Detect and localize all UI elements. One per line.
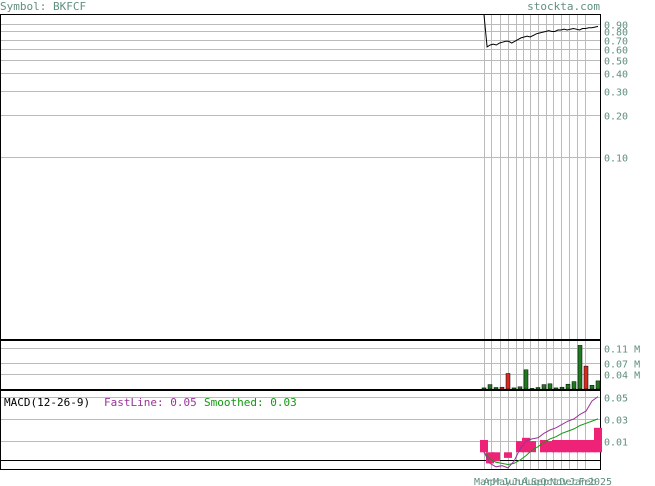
volume-bar xyxy=(571,381,577,390)
price-grid xyxy=(1,24,600,158)
macd-histogram-bar xyxy=(480,440,488,453)
x-axis-label: Jan xyxy=(569,477,587,486)
volume-panel: 0.11 M 0.07 M0.04 M xyxy=(0,340,640,390)
macd-histogram-bar xyxy=(594,427,602,453)
symbol-label: Symbol: BKFCF xyxy=(0,0,87,13)
macd-histogram-bar xyxy=(552,440,560,453)
macd-histogram-bar xyxy=(504,452,512,458)
price-tick-label: 0.30 xyxy=(604,88,628,99)
macd-histogram xyxy=(480,427,602,464)
macd-grid xyxy=(1,397,600,442)
volume-vertical-grid xyxy=(484,341,586,389)
volume-bar xyxy=(511,387,517,390)
macd-tick-label: 0.01 xyxy=(604,438,628,449)
macd-histogram-bar xyxy=(492,452,500,462)
macd-histogram-bar xyxy=(540,440,548,453)
volume-bar xyxy=(487,384,493,390)
x-axis-label: Mar xyxy=(474,477,492,486)
macd-axis-ticks: 0.05 0.03 0.01 xyxy=(604,394,628,449)
macd-histogram-bar xyxy=(486,452,494,464)
smoothed-label: Smoothed: 0.03 xyxy=(204,396,297,409)
price-tick-label: 0.60 xyxy=(604,46,628,57)
site-brand[interactable]: stockta.com xyxy=(527,0,600,13)
volume-bar xyxy=(583,365,589,390)
price-vertical-grid xyxy=(484,15,586,339)
x-axis-label: Dec xyxy=(560,477,578,486)
macd-panel: 0.05 0.03 0.01 MACD(12-26-9) FastLine: 0.0… xyxy=(0,390,628,470)
fastline-label: FastLine: 0.05 xyxy=(104,396,197,409)
volume-bar xyxy=(535,387,541,390)
x-axis-label: Apr xyxy=(484,477,502,486)
macd-histogram-bar xyxy=(588,440,596,453)
x-axis-label: 2025 xyxy=(588,477,612,486)
volume-grid xyxy=(1,348,600,375)
macd-histogram-bar xyxy=(576,440,584,453)
volume-tick-label: 0.11 M xyxy=(604,345,640,356)
price-tick-label: 0.70 xyxy=(604,37,628,48)
volume-bar xyxy=(589,385,595,390)
volume-bar xyxy=(505,373,511,390)
x-axis-label: Sep xyxy=(531,477,549,486)
macd-fastline xyxy=(483,396,599,469)
x-axis-label: Oct xyxy=(541,477,559,486)
volume-bar xyxy=(529,388,535,390)
price-panel: 0.900.800.700.600.50 0.40 0.30 0.20 0.10 xyxy=(0,14,628,340)
volume-bar xyxy=(493,387,499,390)
price-tick-label: 0.40 xyxy=(604,70,628,81)
macd-histogram-bar xyxy=(516,441,524,453)
volume-bar xyxy=(481,387,487,390)
macd-smoothed-line xyxy=(483,418,599,466)
price-series-line xyxy=(483,14,599,48)
volume-tick-label: 0.04 M xyxy=(604,371,640,382)
macd-histogram-bar xyxy=(528,441,536,453)
macd-histogram-bar xyxy=(546,441,554,453)
price-tick-label: 0.50 xyxy=(604,57,628,68)
x-axis-label: Jun xyxy=(503,477,521,486)
x-axis-label: Feb xyxy=(579,477,597,486)
price-tick-label: 0.90 xyxy=(604,21,628,32)
x-axis-label: May xyxy=(493,477,511,486)
volume-bar xyxy=(541,384,547,390)
volume-bar xyxy=(565,383,571,390)
volume-bar xyxy=(523,369,529,390)
price-tick-label: 0.20 xyxy=(604,112,628,123)
price-panel-frame xyxy=(0,14,601,340)
x-axis-label: Nov xyxy=(550,477,568,486)
volume-bar xyxy=(559,386,565,390)
volume-bar xyxy=(547,383,553,390)
macd-histogram-bar xyxy=(570,440,578,453)
volume-bar xyxy=(577,345,583,390)
macd-histogram-bar xyxy=(582,440,590,453)
macd-tick-label: 0.03 xyxy=(604,416,628,427)
price-tick-label: 0.10 xyxy=(604,154,628,165)
x-axis-label: Aug xyxy=(522,477,540,486)
volume-bar xyxy=(553,387,559,390)
volume-bars xyxy=(481,345,601,390)
volume-bar xyxy=(517,386,523,390)
macd-histogram-bar xyxy=(558,440,566,453)
volume-bar xyxy=(499,386,505,390)
macd-histogram-bar xyxy=(564,440,572,453)
price-axis-ticks: 0.900.800.700.600.50 0.40 0.30 0.20 0.10 xyxy=(604,21,628,165)
macd-tick-label: 0.05 xyxy=(604,394,628,405)
x-axis-label: Jul xyxy=(512,477,530,486)
volume-panel-frame xyxy=(0,340,601,390)
volume-axis-ticks: 0.11 M 0.07 M0.04 M xyxy=(604,345,640,382)
volume-bar xyxy=(595,380,601,390)
macd-label: MACD(12-26-9) xyxy=(4,396,90,409)
volume-tick-label: 0.07 M xyxy=(604,360,640,371)
price-tick-label: 0.80 xyxy=(604,28,628,39)
macd-histogram-bar xyxy=(522,437,530,453)
